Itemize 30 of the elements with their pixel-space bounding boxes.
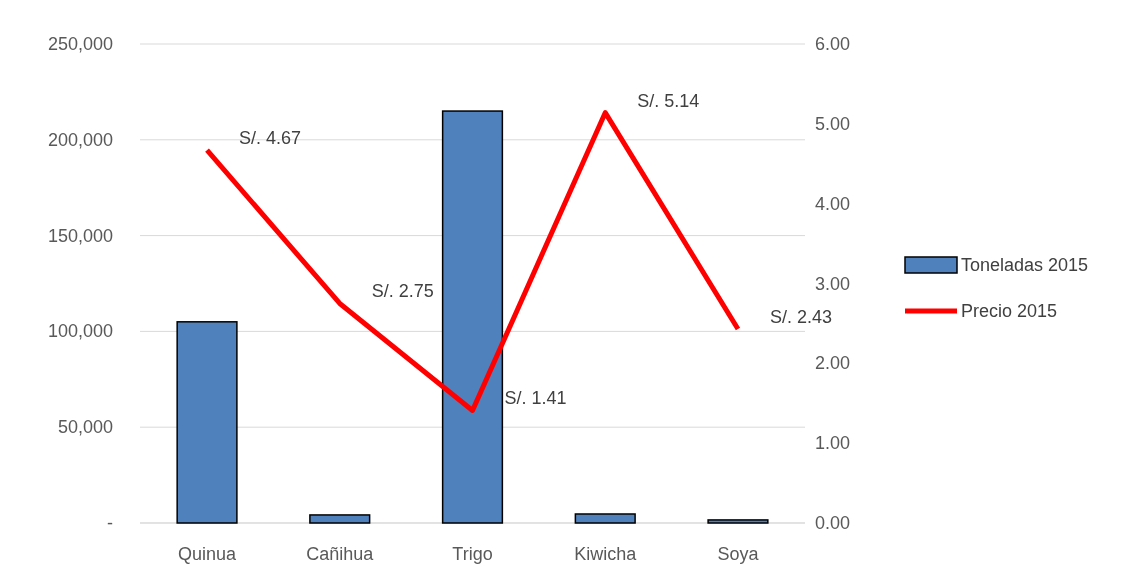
x-tick-label: Quinua <box>178 544 238 564</box>
legend-label: Toneladas 2015 <box>961 255 1089 275</box>
data-label: S/. 5.14 <box>637 90 700 111</box>
bar <box>309 514 371 524</box>
bar <box>707 519 769 524</box>
legend-label: Precio 2015 <box>961 301 1058 321</box>
bar <box>441 110 504 524</box>
y2-tick-label: 2.00 <box>815 353 851 374</box>
y-tick-label: 200,000 <box>47 129 113 150</box>
y2-tick-label: 3.00 <box>815 273 851 294</box>
data-label: S/. 2.43 <box>769 307 833 328</box>
x-tick-label: Cañihua <box>306 544 375 564</box>
y-tick-label: 150,000 <box>47 225 113 246</box>
y-tick-label: 50,000 <box>57 417 113 438</box>
y2-tick-label: 0.00 <box>815 513 851 533</box>
y2-tick-label: 1.00 <box>815 433 851 454</box>
x-tick-label: Soya <box>717 544 760 564</box>
y-tick-label: 100,000 <box>47 321 113 342</box>
bar <box>574 513 636 524</box>
y-tick-label: - <box>107 513 113 533</box>
data-label: S/. 4.67 <box>239 128 302 149</box>
bar <box>176 321 238 524</box>
y-tick-label: 250,000 <box>47 34 113 54</box>
x-tick-label: Trigo <box>452 544 493 564</box>
data-label: S/. 1.41 <box>504 388 567 409</box>
x-tick-label: Kiwicha <box>574 544 638 564</box>
y2-tick-label: 5.00 <box>815 113 851 134</box>
y2-tick-label: 6.00 <box>815 34 851 54</box>
data-label: S/. 2.75 <box>371 281 434 302</box>
y2-tick-label: 4.00 <box>815 193 851 214</box>
